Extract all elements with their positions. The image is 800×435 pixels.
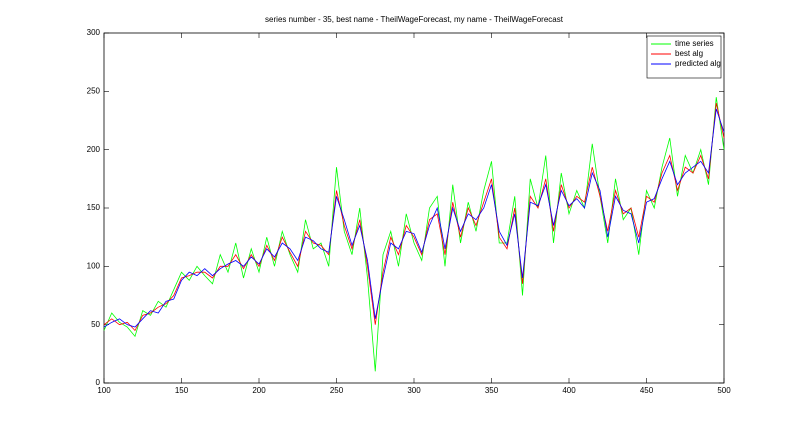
y-tick-label: 0 (96, 378, 101, 387)
x-tick-label: 500 (717, 386, 731, 395)
series-line (103, 108, 725, 328)
y-tick-label: 150 (87, 203, 101, 212)
x-tick-label: 400 (562, 386, 576, 395)
legend-label: best alg (675, 49, 703, 58)
x-tick-label: 100 (97, 386, 111, 395)
chart-title: series number - 35, best name - TheilWag… (265, 15, 564, 24)
legend-box (646, 35, 722, 79)
x-tick-label: 150 (175, 386, 189, 395)
y-tick-label: 200 (87, 145, 101, 154)
y-tick-label: 50 (91, 320, 100, 329)
x-tick-label: 450 (640, 386, 654, 395)
y-tick-label: 100 (87, 261, 101, 270)
x-tick-label: 250 (330, 386, 344, 395)
y-tick-label: 250 (87, 86, 101, 95)
x-tick-label: 200 (252, 386, 266, 395)
y-tick-label: 300 (87, 28, 101, 37)
legend-label: time series (675, 39, 714, 48)
x-tick-label: 350 (485, 386, 499, 395)
x-tick-label: 300 (407, 386, 421, 395)
legend-label: predicted alg (675, 59, 721, 68)
